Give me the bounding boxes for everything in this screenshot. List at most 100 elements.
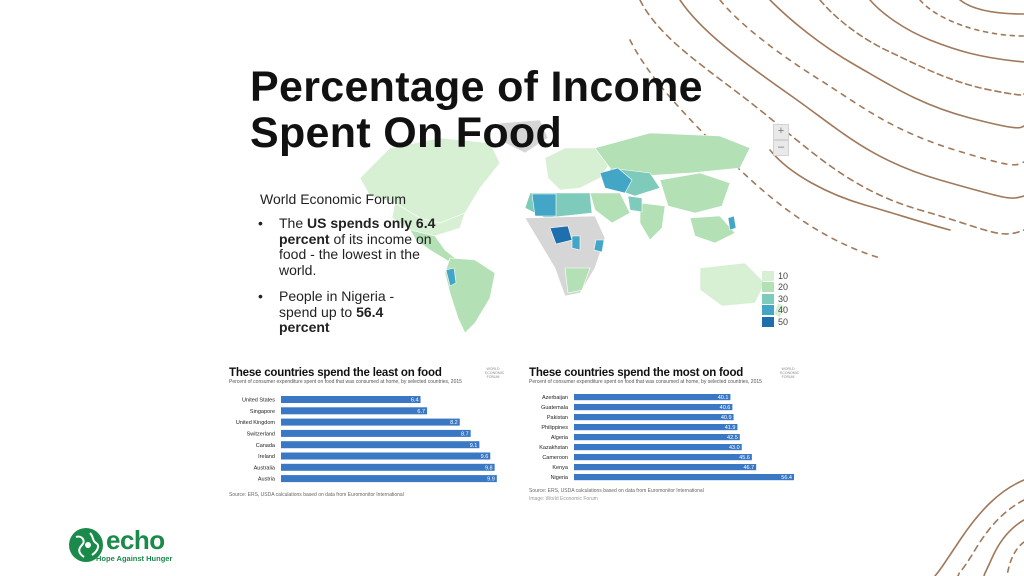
map-region-greenland[interactable] xyxy=(499,119,549,154)
value-label: 56.4 xyxy=(781,475,792,481)
category-label: Australia xyxy=(254,465,276,471)
bullet-us-text-after: of its income on food - the lowest in th… xyxy=(279,230,432,278)
map-region-kenya[interactable] xyxy=(593,239,605,253)
category-label: United Kingdom xyxy=(236,420,276,426)
legend-label: 20 xyxy=(778,282,789,292)
category-label: Switzerland xyxy=(247,432,275,438)
logo-tagline: Hope Against Hunger xyxy=(96,554,173,563)
legend-swatch xyxy=(762,293,774,304)
value-label: 9.8 xyxy=(485,465,493,471)
bullet-nigeria-text-before: People in Nigeria - spend up to xyxy=(279,288,395,320)
value-label: 40.9 xyxy=(721,415,732,421)
value-label: 6.7 xyxy=(417,409,425,415)
value-label: 9.6 xyxy=(481,454,489,460)
legend-label: 40 xyxy=(778,305,789,315)
bullet-us-text-before: The xyxy=(279,215,308,231)
legend-row-50: 50 xyxy=(762,316,788,327)
map-legend: 10 20 30 40 50 xyxy=(762,270,788,328)
page-title-line-1: Percentage of Income xyxy=(250,63,703,111)
echo-logo[interactable]: echo Hope Against Hunger xyxy=(68,525,198,567)
map-zoom-out-button[interactable]: – xyxy=(773,140,789,156)
world-choropleth-map[interactable] xyxy=(350,118,800,338)
category-label: Singapore xyxy=(250,409,275,415)
bar-chart-most: Azerbaijan 40.1 Guatemala 40.6 Pakistan 40.9 P… xyxy=(539,394,794,481)
map-region-southern-africa[interactable] xyxy=(564,267,591,294)
bar-algeria xyxy=(574,434,740,441)
legend-row-20: 20 xyxy=(762,282,788,293)
category-label: Azerbaijan xyxy=(542,395,568,401)
map-region-southeast-asia[interactable] xyxy=(689,215,736,244)
bar-united-kingdom xyxy=(281,418,460,426)
value-label: 8.7 xyxy=(461,432,469,438)
value-label: 46.7 xyxy=(743,465,754,471)
category-label: Cameroon xyxy=(542,455,568,461)
bar-chart-least: United States 6.4 Singapore 6.7 United Kingd… xyxy=(236,396,497,483)
map-region-peru[interactable] xyxy=(445,267,457,287)
chart-most-spend: These countries spend the most on food P… xyxy=(526,364,801,504)
bullet-us-bold: US spends only 6.4 percent xyxy=(279,215,436,247)
value-label: 8.2 xyxy=(450,420,458,426)
map-region-caucasus[interactable] xyxy=(599,167,633,194)
category-label: Ireland xyxy=(258,454,275,460)
bullet-us: The US spends only 6.4 percent of its in… xyxy=(258,215,436,278)
bar-switzerland xyxy=(281,429,471,437)
category-label: Canada xyxy=(256,443,276,449)
map-region-cameroon[interactable] xyxy=(571,235,581,251)
legend-swatch xyxy=(762,282,774,292)
category-label: Philippines xyxy=(541,425,568,431)
chart-footer: Source: ERS, USDA calculations based on … xyxy=(229,492,404,498)
map-region-pakistan[interactable] xyxy=(627,195,643,213)
map-region-europe[interactable] xyxy=(544,147,611,191)
legend-swatch xyxy=(762,270,774,281)
bar-canada xyxy=(281,441,480,449)
legend-label: 10 xyxy=(778,270,789,281)
category-label: Algeria xyxy=(551,435,569,441)
legend-row-10: 10 xyxy=(762,270,788,281)
map-region-australia[interactable] xyxy=(699,262,766,307)
chart-title: These countries spend the least on food xyxy=(229,367,442,379)
map-zoom-in-button[interactable]: + xyxy=(773,124,789,140)
map-region-middle-east[interactable] xyxy=(589,192,631,224)
category-label: United States xyxy=(242,398,275,404)
category-label: Nigeria xyxy=(551,475,569,481)
topographic-decoration-top-right xyxy=(629,0,1024,259)
chart-footer: Source: ERS, USDA calculations based on … xyxy=(529,488,704,494)
map-region-china[interactable] xyxy=(659,172,731,214)
chart-subtitle: Percent of consumer expenditure spent on… xyxy=(529,379,762,385)
map-region-north-america[interactable] xyxy=(359,137,501,224)
legend-swatch xyxy=(762,316,774,327)
value-label: 43.0 xyxy=(729,445,740,451)
bar-singapore xyxy=(281,407,428,415)
page-title-line-2: Spent On Food xyxy=(250,109,563,157)
bar-united-states xyxy=(281,396,421,404)
value-label: 6.4 xyxy=(411,398,419,404)
value-label: 45.6 xyxy=(739,455,750,461)
page-title: Percentage of Income Spent On Food xyxy=(250,64,703,156)
map-region-india[interactable] xyxy=(639,202,666,241)
wef-logo: WORLD ECONOMIC FORUM xyxy=(780,367,800,379)
category-label: Pakistan xyxy=(547,415,568,421)
map-region-south-america[interactable] xyxy=(444,257,496,334)
source-label: World Economic Forum xyxy=(260,191,407,207)
category-label: Kenya xyxy=(552,465,569,471)
bar-azerbaijan xyxy=(574,394,731,401)
value-label: 9.9 xyxy=(487,477,495,483)
bar-austria xyxy=(281,475,497,483)
legend-row-40: 40 xyxy=(762,305,788,316)
wef-logo: WORLD ECONOMIC FORUM xyxy=(485,367,505,379)
bar-pakistan xyxy=(574,414,734,421)
chart-least-spend: These countries spend the least on food … xyxy=(226,364,506,504)
globe-logo-icon xyxy=(69,528,103,562)
bullet-nigeria: People in Nigeria - spend up to 56.4 per… xyxy=(258,288,436,336)
legend-swatch xyxy=(762,305,774,315)
bar-cameroon xyxy=(574,454,752,461)
value-label: 40.1 xyxy=(718,395,729,401)
bullet-nigeria-bold: 56.4 percent xyxy=(279,303,384,335)
legend-label: 50 xyxy=(778,316,789,327)
value-label: 41.9 xyxy=(725,425,736,431)
category-label: Austria xyxy=(258,477,276,483)
map-region-philippines[interactable] xyxy=(727,215,737,231)
map-region-algeria[interactable] xyxy=(531,193,557,217)
map-region-new-zealand[interactable] xyxy=(773,302,786,319)
chart-title: These countries spend the most on food xyxy=(529,367,744,379)
